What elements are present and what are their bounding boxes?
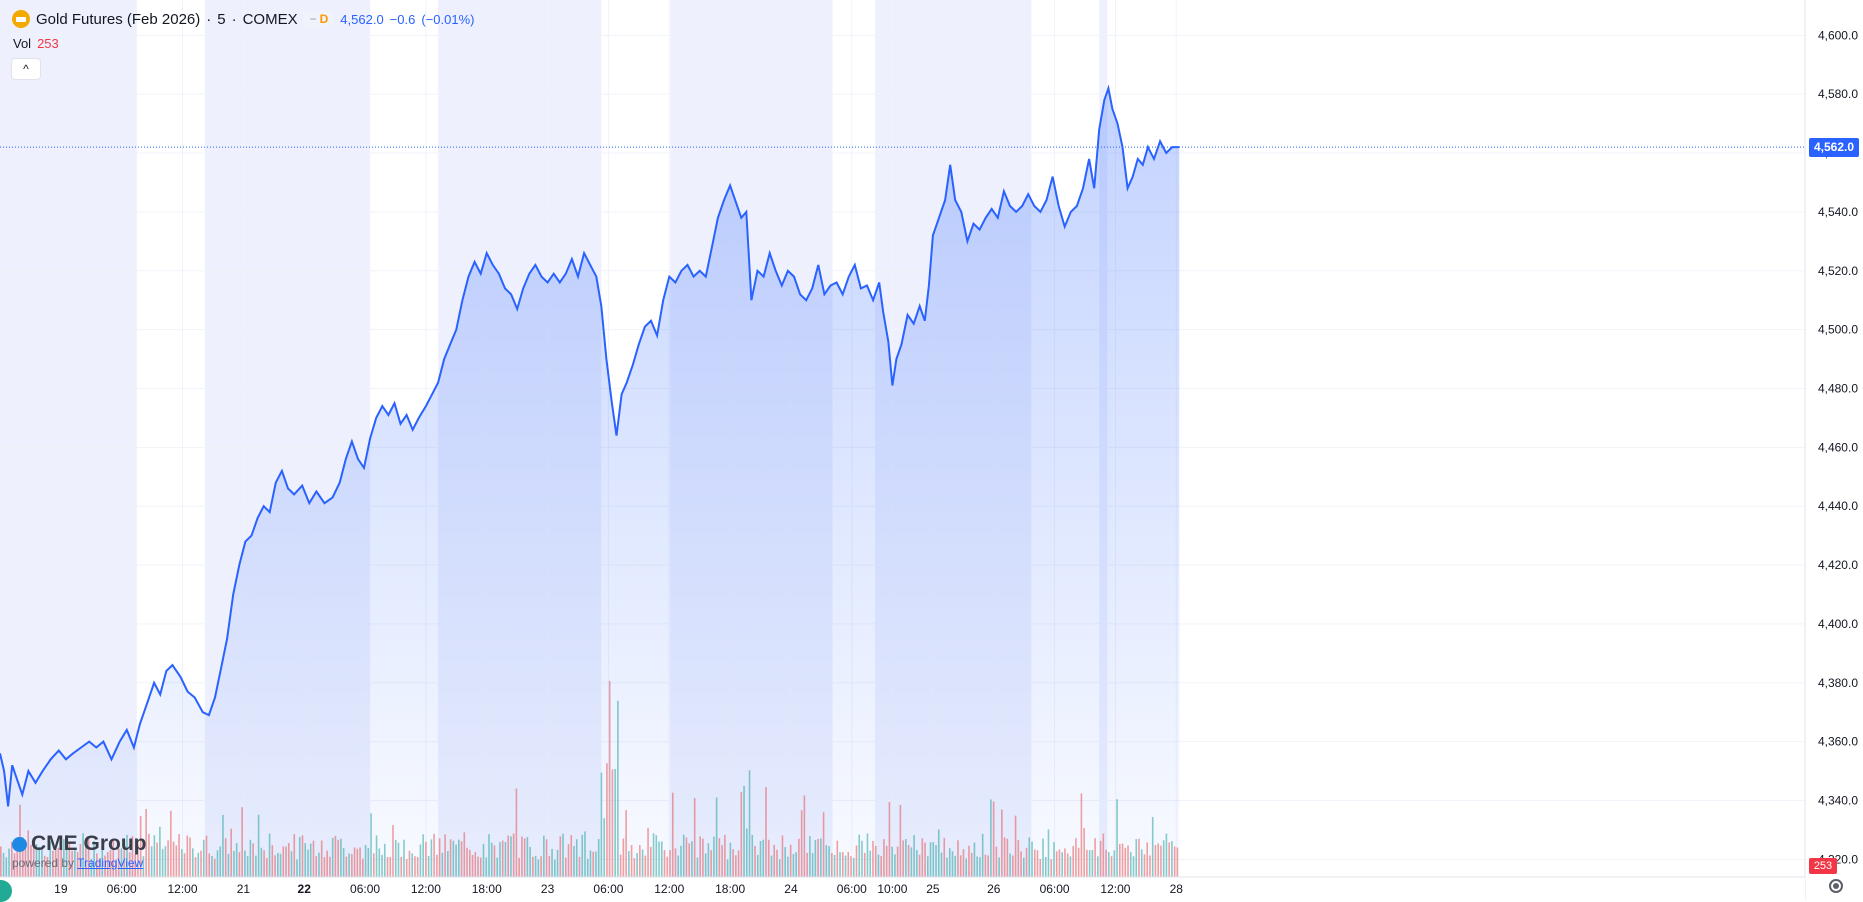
cme-brand: CME Group (31, 832, 147, 855)
y-tick-label: 4,600.0 (1818, 28, 1858, 42)
volume-value: 253 (37, 36, 59, 51)
chevron-up-icon: ^ (23, 62, 29, 76)
cme-logo: CME Group (12, 832, 147, 856)
settings-icon[interactable] (1829, 879, 1843, 893)
y-tick-label: 4,380.0 (1818, 676, 1858, 690)
y-tick-label: 4,540.0 (1818, 205, 1858, 219)
symbol-legend: Gold Futures (Feb 2026) · 5 · COMEX − D … (12, 10, 474, 28)
y-tick-label: 4,440.0 (1818, 499, 1858, 513)
y-tick-label: 4,500.0 (1818, 323, 1858, 337)
x-tick-label: 28 (1170, 882, 1184, 896)
y-tick-label: 4,340.0 (1818, 793, 1858, 807)
powered-by-text: powered by (12, 856, 75, 870)
x-tick-label: 21 (237, 882, 251, 896)
separator-dot: · (206, 10, 212, 28)
time-axis[interactable]: 01906:0012:00212206:0012:0018:002306:001… (0, 876, 1805, 900)
pill-dash: − (309, 12, 317, 26)
x-tick-label: 06:00 (593, 882, 623, 896)
x-tick-label: 18:00 (715, 882, 745, 896)
time-axis-bg (0, 877, 1805, 900)
y-tick-label: 4,480.0 (1818, 381, 1858, 395)
x-tick-label: 06:00 (1040, 882, 1070, 896)
collapse-legend-button[interactable]: ^ (11, 58, 41, 80)
x-tick-label: 06:00 (107, 882, 137, 896)
session-band (0, 0, 137, 877)
x-tick-label: 25 (926, 882, 940, 896)
volume-tag: 253 (1809, 858, 1837, 874)
exchange-label: COMEX (242, 10, 298, 28)
x-tick-label: 23 (541, 882, 555, 896)
x-tick-label: 26 (987, 882, 1001, 896)
x-tick-label: 22 (298, 882, 312, 896)
price-area-fill (0, 88, 1180, 878)
corner-badge (0, 880, 12, 902)
y-tick-label: 4,360.0 (1818, 735, 1858, 749)
tradingview-link[interactable]: TradingView (77, 856, 144, 870)
x-tick-label: 24 (784, 882, 798, 896)
volume-label[interactable]: Vol (13, 36, 32, 51)
x-tick-label: 10:00 (877, 882, 907, 896)
x-tick-label: 06:00 (350, 882, 380, 896)
price-change-percent: (−0.01%) (421, 11, 475, 27)
watermark: CME Group powered by TradingView (12, 832, 147, 870)
interval-label[interactable]: 5 (217, 10, 226, 28)
price-change: −0.6 (389, 11, 416, 27)
x-tick-label: 06:00 (837, 882, 867, 896)
pill-delayed: D (319, 12, 329, 26)
x-tick-label: 18:00 (472, 882, 502, 896)
x-tick-label: 12:00 (1100, 882, 1130, 896)
powered-by: powered by TradingView (12, 856, 147, 870)
x-tick-label: 12:00 (168, 882, 198, 896)
price-series-line (0, 84, 1180, 807)
last-price-value: 4,562.0 (340, 11, 384, 27)
y-tick-label: 4,420.0 (1818, 558, 1858, 572)
gold-symbol-icon (12, 10, 30, 28)
y-tick-label: 4,460.0 (1818, 440, 1858, 454)
y-tick-label: 4,520.0 (1818, 264, 1858, 278)
separator-dot: · (231, 10, 237, 28)
x-tick-label: 19 (54, 882, 68, 896)
last-price-tag: 4,562.0 (1809, 137, 1859, 157)
x-tick-label: 12:00 (654, 882, 684, 896)
y-tick-label: 4,400.0 (1818, 617, 1858, 631)
y-tick-label: 4,580.0 (1818, 87, 1858, 101)
symbol-name[interactable]: Gold Futures (Feb 2026) (36, 10, 201, 28)
volume-legend: Vol 253 (13, 36, 59, 51)
market-status-pill[interactable]: − D (303, 11, 335, 27)
globe-icon (12, 836, 27, 852)
price-axis[interactable]: 4,320.04,340.04,360.04,380.04,400.04,420… (1804, 0, 1863, 900)
x-tick-label: 12:00 (411, 882, 441, 896)
